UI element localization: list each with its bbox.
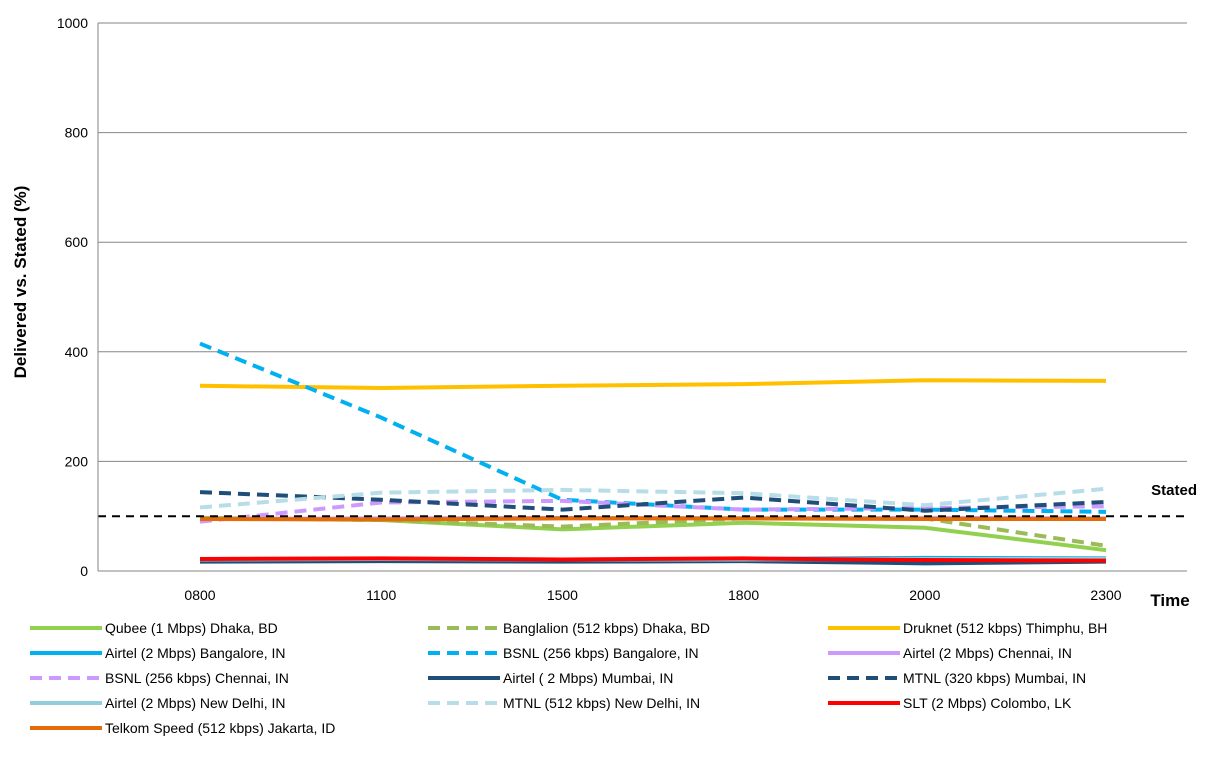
legend-swatch: [828, 626, 900, 630]
legend-swatch: [30, 676, 102, 680]
legend-label: Qubee (1 Mbps) Dhaka, BD: [105, 620, 278, 636]
series-line: [199, 516, 1106, 522]
legend-swatch: [828, 676, 900, 680]
y-tick-label: 200: [65, 453, 89, 469]
legend-label: MTNL (512 kbps) New Delhi, IN: [503, 695, 701, 711]
legend-label: Airtel (2 Mbps) Bangalore, IN: [105, 645, 286, 661]
legend-item: MTNL (320 kbps) Mumbai, IN: [828, 668, 1086, 688]
legend-label: Airtel (2 Mbps) New Delhi, IN: [105, 695, 286, 711]
legend-item: Druknet (512 kbps) Thimphu, BH: [828, 618, 1107, 638]
legend-item: Airtel (2 Mbps) Chennai, IN: [828, 643, 1072, 663]
legend-swatch: [428, 651, 500, 655]
legend-item: Airtel (2 Mbps) New Delhi, IN: [30, 693, 286, 713]
x-tick-label: 1500: [547, 587, 578, 603]
legend-swatch: [428, 701, 500, 705]
legend-label: BSNL (256 kbps) Chennai, IN: [105, 670, 289, 686]
x-axis-ticks: 0800 1100 1500 1800 2000 2300: [184, 587, 1121, 603]
legend-item: MTNL (512 kbps) New Delhi, IN: [428, 693, 700, 713]
legend-item: Telkom Speed (512 kbps) Jakarta, ID: [30, 718, 335, 738]
legend-swatch: [828, 651, 900, 655]
series-line: [199, 556, 1107, 563]
y-tick-label: 400: [65, 344, 89, 360]
legend-label: MTNL (320 kbps) Mumbai, IN: [903, 670, 1087, 686]
y-axis-ticks: 0 200 400 600 800 1000: [57, 15, 88, 579]
legend-label: Druknet (512 kbps) Thimphu, BH: [903, 620, 1108, 636]
stated-reference: Stated: [98, 482, 1197, 518]
series-line: [199, 515, 1107, 553]
legend-swatch: [428, 626, 500, 630]
legend-item: BSNL (256 kbps) Chennai, IN: [30, 668, 289, 688]
x-tick-label: 2000: [909, 587, 940, 603]
legend-item: SLT (2 Mbps) Colombo, LK: [828, 693, 1071, 713]
legend-label: SLT (2 Mbps) Colombo, LK: [903, 695, 1072, 711]
legend-label: Airtel (2 Mbps) Chennai, IN: [903, 645, 1072, 661]
y-axis-title: Delivered vs. Stated (%): [11, 186, 30, 379]
legend-swatch: [30, 626, 102, 630]
series-line: [199, 341, 1107, 514]
x-axis-title: Time: [1150, 591, 1189, 610]
legend-item: Airtel (2 Mbps) Bangalore, IN: [30, 643, 286, 663]
x-tick-label: 0800: [184, 587, 215, 603]
y-tick-label: 800: [65, 125, 89, 141]
x-tick-label: 1100: [366, 587, 396, 603]
legend-item: Banglalion (512 kbps) Dhaka, BD: [428, 618, 710, 638]
legend-label: BSNL (256 kbps) Bangalore, IN: [503, 645, 699, 661]
legend-item: BSNL (256 kbps) Bangalore, IN: [428, 643, 699, 663]
series-lines: [199, 341, 1107, 566]
y-tick-label: 600: [65, 234, 89, 250]
stated-reference-label: Stated: [1151, 482, 1197, 499]
y-tick-label: 1000: [57, 15, 88, 31]
x-tick-label: 1800: [728, 587, 759, 603]
line-chart: 0 200 400 600 800 1000 0800 1100 1500 1800 2000 23…: [11, 15, 1197, 610]
legend-swatch: [428, 676, 500, 680]
gridlines: [98, 22, 1187, 462]
legend-label: Telkom Speed (512 kbps) Jakarta, ID: [105, 720, 336, 736]
y-tick-label: 0: [80, 563, 88, 579]
legend-swatch: [828, 701, 900, 705]
legend-item: Airtel ( 2 Mbps) Mumbai, IN: [428, 668, 673, 688]
x-tick-label: 2300: [1090, 587, 1121, 603]
legend-item: Qubee (1 Mbps) Dhaka, BD: [30, 618, 278, 638]
legend-label: Banglalion (512 kbps) Dhaka, BD: [503, 620, 711, 636]
legend-swatch: [30, 701, 102, 705]
legend-swatch: [30, 651, 102, 655]
legend-label: Airtel ( 2 Mbps) Mumbai, IN: [503, 670, 674, 686]
legend-swatch: [30, 726, 102, 730]
series-line: [199, 378, 1107, 390]
